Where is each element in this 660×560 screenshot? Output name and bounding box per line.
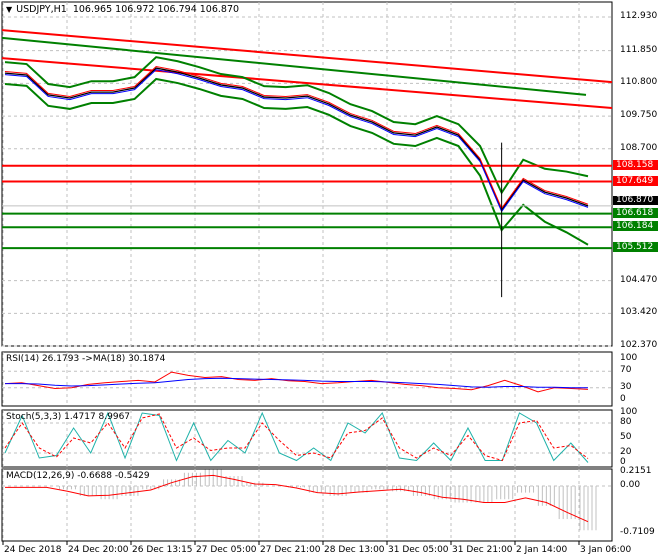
x-tick-label: 24 Dec 2018: [4, 545, 62, 555]
x-tick-label: 2 Jan 14:00: [516, 545, 568, 555]
dropdown-triangle-icon[interactable]: ▼: [6, 5, 13, 14]
stoch-y-label: 100: [620, 407, 638, 417]
rsi-y-label: 100: [620, 353, 638, 363]
y-tick-label: 112.930: [620, 11, 658, 21]
y-tick-label: 109.750: [620, 110, 658, 121]
bollinger-lower: [4, 77, 589, 246]
macd-y-label: -0.7109: [620, 527, 655, 537]
price-line: [4, 67, 589, 212]
macd-y-label: 0.00: [620, 480, 641, 490]
trend-line-red: [1, 29, 613, 84]
resistance-tag: 107.649: [613, 175, 658, 186]
rsi-y-label: 70: [620, 365, 632, 376]
macd-signal-line: [5, 474, 589, 523]
stoch-y-label: 80: [620, 417, 632, 427]
current-price-tag: 106.870: [613, 195, 658, 205]
ohlc: 106.965 106.972 106.794 106.870: [72, 4, 240, 15]
rsi-title: RSI(14) 26.1793 ->MA(18) 30.1874: [6, 354, 166, 364]
y-tick-label: 110.800: [620, 77, 658, 88]
bollinger-upper: [4, 56, 589, 195]
x-tick-label: 27 Dec 21:00: [260, 545, 321, 555]
y-tick-label: 103.420: [620, 307, 658, 318]
stoch-title: Stoch(5,3,3) 1.4717 8.9967: [6, 412, 131, 422]
macd-y-label: 0.2151: [620, 465, 652, 476]
x-tick-label: 26 Dec 13:15: [132, 545, 193, 555]
rsi-y-label: 0: [620, 394, 626, 404]
trend-channel-green: [1, 36, 587, 96]
stoch-signal-line: [4, 413, 589, 462]
panel-frame: [1, 409, 613, 468]
y-tick-label: 104.470: [620, 274, 658, 285]
panel-frame: [1, 468, 613, 542]
rsi-ma-line: [5, 377, 588, 389]
chart-header: ▼ USDJPY,H1 106.965 106.972 106.794 106.8…: [6, 4, 239, 15]
stoch-y-label: 50: [620, 432, 632, 442]
symbol: USDJPY,H1: [16, 4, 67, 15]
stoch-y-label: 20: [620, 447, 632, 457]
rsi-y-label: 30: [620, 381, 632, 392]
rsi-line: [4, 371, 589, 393]
ma-fast: [4, 66, 589, 210]
panel-frame: [1, 351, 613, 407]
y-tick-label: 108.700: [620, 142, 658, 153]
trend-line-red: [1, 57, 613, 109]
x-tick-label: 27 Dec 05:00: [196, 545, 257, 555]
resistance-tag: 108.158: [613, 159, 658, 170]
stoch-main-line: [4, 411, 589, 463]
support-tag: 106.618: [613, 207, 658, 218]
x-tick-label: 24 Dec 20:00: [68, 545, 129, 555]
panel-frame: [1, 1, 613, 347]
x-tick-label: 31 Dec 05:00: [388, 545, 449, 555]
macd-title: MACD(12,26,9) -0.6688 -0.5429: [6, 471, 150, 481]
x-tick-label: 3 Jan 06:00: [580, 545, 632, 555]
support-tag: 105.512: [613, 242, 658, 253]
ma-slow: [4, 69, 589, 213]
x-tick-label: 28 Dec 13:00: [324, 545, 385, 555]
stoch-y-label: 0: [620, 457, 626, 467]
y-tick-label: 102.370: [620, 340, 658, 351]
y-tick-label: 111.850: [620, 44, 658, 55]
support-tag: 106.184: [613, 221, 658, 232]
x-tick-label: 31 Dec 21:00: [452, 545, 513, 555]
